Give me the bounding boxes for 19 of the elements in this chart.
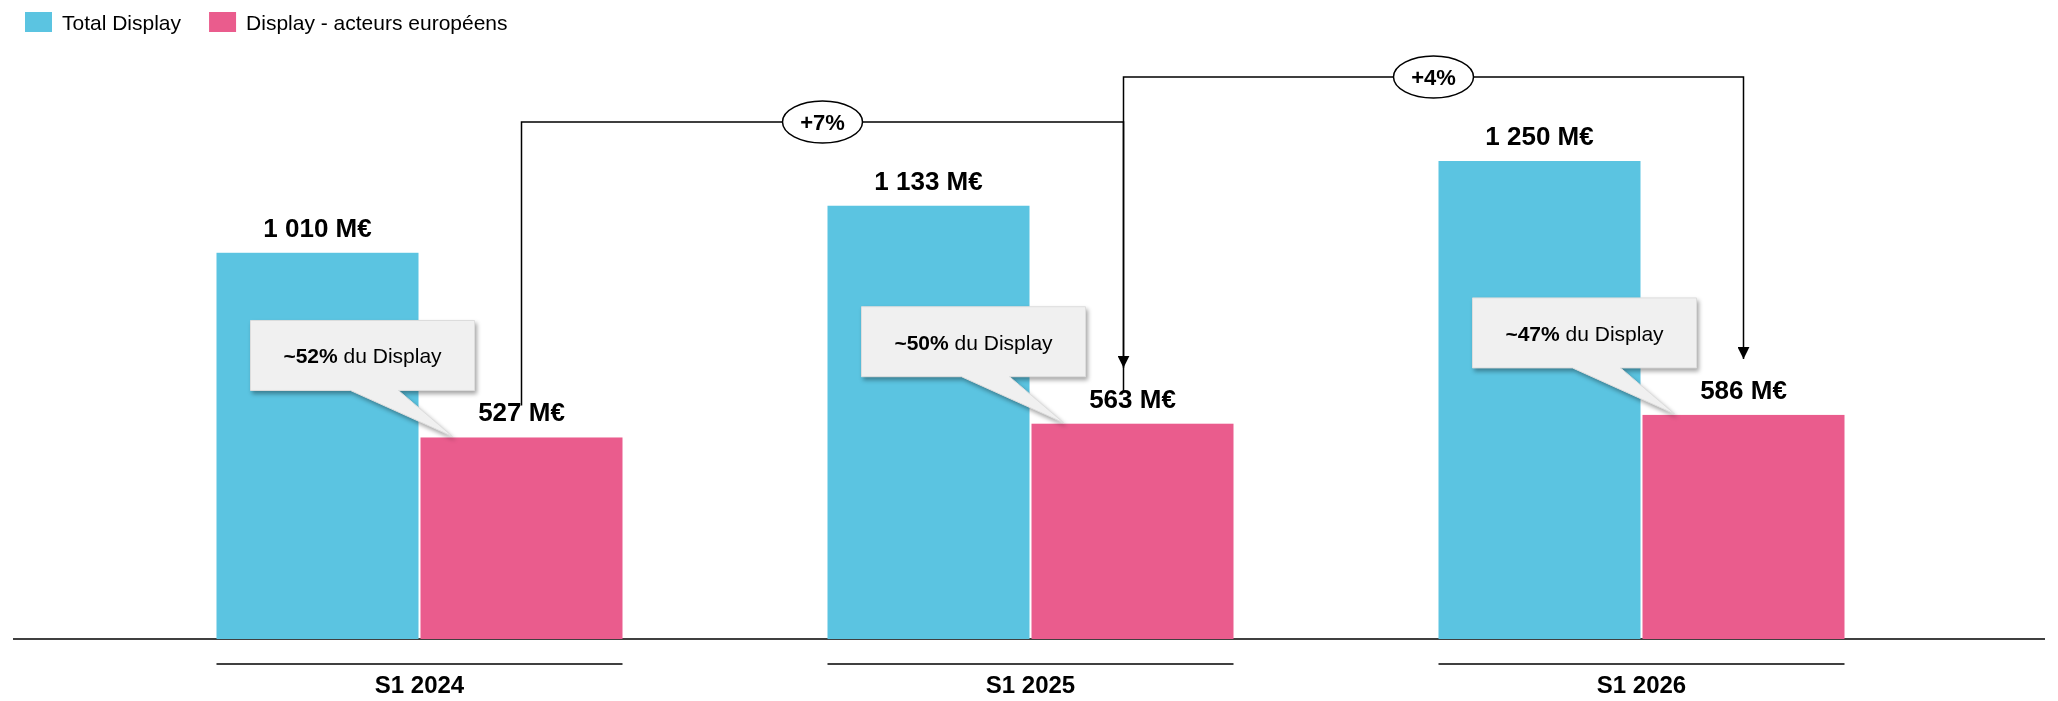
bar [1031, 423, 1234, 639]
x-tick-label: S1 2025 [985, 671, 1076, 698]
data-label: 1 133 M€ [874, 165, 983, 196]
data-label: 586 M€ [1700, 374, 1787, 405]
legend-label: Total Display [62, 11, 182, 34]
bar [1642, 414, 1845, 639]
data-label: 1 250 M€ [1485, 121, 1594, 151]
bar [420, 437, 623, 639]
annotation: ~52% du Display [283, 344, 443, 368]
text: +4% [1411, 65, 1456, 90]
x-tick-label: S1 2026 [1596, 671, 1687, 698]
data-label: 563 M€ [1089, 383, 1176, 414]
annotation: ~47% du Display [1505, 321, 1665, 345]
data-label: 1 010 M€ [263, 212, 372, 243]
x-tick-label: S1 2024 [374, 671, 465, 698]
legend-label: Display - acteurs européens [246, 11, 508, 34]
data-label: 527 M€ [478, 397, 565, 428]
text: +7% [800, 110, 845, 135]
annotation: ~50% du Display [894, 330, 1054, 354]
